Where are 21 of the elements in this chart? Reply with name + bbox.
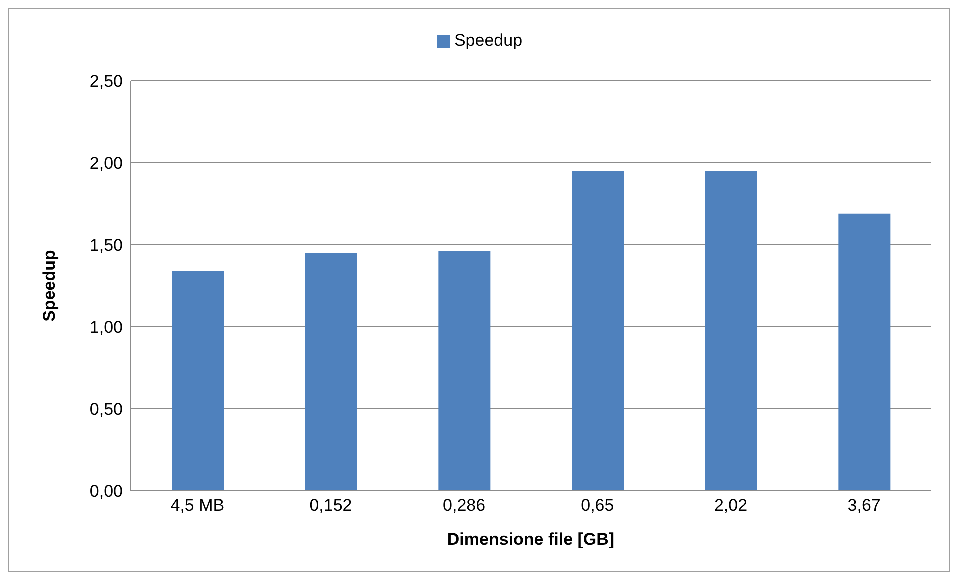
- x-tick-label: 2,02: [714, 496, 748, 516]
- y-tick-label: 2,50: [90, 72, 123, 92]
- bar: [305, 253, 358, 491]
- legend-label: Speedup: [454, 31, 523, 50]
- x-tick-label: 0,152: [310, 496, 352, 516]
- y-tick-label: 0,50: [90, 400, 123, 420]
- x-tick-label: 0,286: [443, 496, 486, 516]
- bar: [438, 252, 491, 491]
- y-tick-label: 1,50: [90, 236, 123, 256]
- x-axis-title: Dimensione file [GB]: [447, 530, 615, 549]
- x-tick-label: 3,67: [848, 496, 881, 516]
- y-axis-title: Speedup: [40, 250, 60, 322]
- y-tick-label: 2,00: [90, 154, 123, 174]
- y-tick-label: 0,00: [90, 482, 123, 502]
- y-tick-label: 1,00: [90, 318, 123, 338]
- bar: [172, 271, 224, 491]
- bar: [838, 214, 891, 491]
- x-tick-label: 0,65: [581, 496, 614, 516]
- bar: [572, 171, 624, 491]
- x-tick-label: 4,5 MB: [170, 496, 225, 516]
- bar: [705, 171, 758, 491]
